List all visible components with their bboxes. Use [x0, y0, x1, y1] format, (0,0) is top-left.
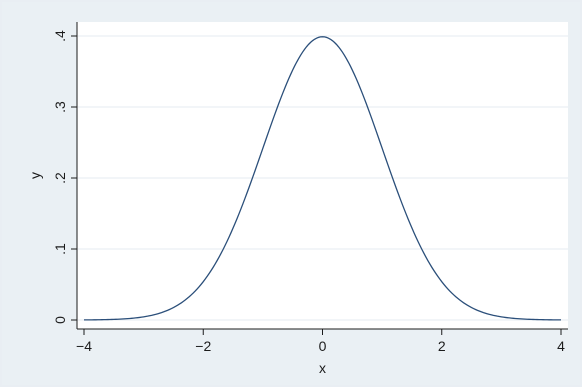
x-tick-label: −2 [195, 338, 211, 354]
y-tick-label: .1 [52, 243, 68, 255]
x-axis-title: x [319, 360, 326, 376]
y-axis-title: y [27, 172, 43, 179]
y-axis: 0 .1 .2 .3 .4 [52, 22, 78, 329]
y-tick-label: .2 [52, 172, 68, 184]
x-tick-label: 4 [557, 338, 565, 354]
y-tick-label: 0 [52, 316, 68, 324]
x-tick-label: 2 [438, 338, 446, 354]
y-tick-label: .4 [52, 30, 68, 42]
plot-area [77, 22, 568, 329]
x-axis: −4 −2 0 2 4 [76, 328, 568, 354]
x-tick-label: −4 [76, 338, 92, 354]
series-line [83, 36, 562, 321]
x-tick-label: 0 [319, 338, 327, 354]
y-tick-label: .3 [52, 101, 68, 113]
grid-lines [77, 35, 568, 321]
